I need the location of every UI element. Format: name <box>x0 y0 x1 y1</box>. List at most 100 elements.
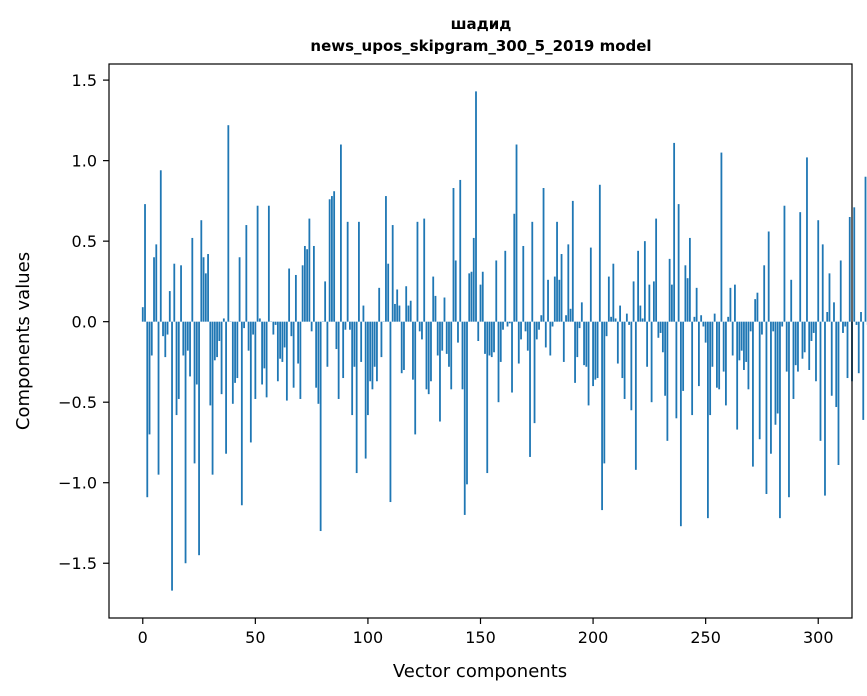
bar <box>470 271 473 322</box>
bar <box>344 321 347 330</box>
bar <box>416 221 419 322</box>
bar <box>524 321 527 332</box>
bar <box>319 321 322 532</box>
bar <box>468 273 471 322</box>
bar <box>833 302 835 322</box>
bar <box>607 276 610 322</box>
bar <box>252 321 254 335</box>
bar <box>767 231 770 322</box>
bar <box>448 321 450 367</box>
bar <box>358 221 360 322</box>
bar <box>560 254 563 322</box>
bar <box>247 321 250 351</box>
bar <box>369 321 372 382</box>
bar <box>508 321 511 324</box>
bar <box>792 321 795 399</box>
bar <box>702 321 705 327</box>
bar <box>317 321 320 404</box>
bar <box>538 321 540 330</box>
bar <box>725 321 727 406</box>
bar <box>457 321 459 343</box>
bar <box>306 249 309 322</box>
bar <box>761 321 763 335</box>
bar <box>294 274 297 322</box>
bar <box>765 321 768 494</box>
bar <box>531 221 534 322</box>
bar <box>290 321 293 337</box>
bar <box>355 321 358 474</box>
bar <box>303 245 306 322</box>
bar <box>389 321 392 503</box>
bar <box>774 321 777 425</box>
bar <box>601 321 603 511</box>
bar <box>603 321 606 464</box>
bar <box>648 284 651 322</box>
bar <box>220 321 223 395</box>
bar <box>443 297 446 322</box>
bar <box>754 299 757 322</box>
bar <box>218 321 221 341</box>
bar <box>630 321 633 411</box>
bar <box>324 281 327 322</box>
bar <box>785 321 788 372</box>
bar <box>535 321 538 340</box>
bar <box>441 321 444 351</box>
bar <box>641 318 644 322</box>
bar <box>571 200 574 322</box>
bar <box>821 244 824 322</box>
bar <box>677 204 680 322</box>
bar <box>184 321 187 564</box>
bar <box>637 250 640 322</box>
bar <box>788 321 790 498</box>
y-tick-label: −1.5 <box>58 554 97 573</box>
bar <box>565 315 567 322</box>
bar <box>594 321 597 380</box>
bar <box>258 318 261 322</box>
bar <box>592 321 594 387</box>
bar <box>175 321 178 416</box>
bar <box>297 321 300 364</box>
bar <box>808 321 811 370</box>
bar <box>659 321 662 333</box>
bar <box>738 321 741 361</box>
bar <box>817 220 820 322</box>
bar <box>463 321 466 515</box>
bar <box>207 254 209 322</box>
bar <box>267 205 270 322</box>
bar <box>378 287 381 322</box>
bar <box>596 321 599 379</box>
bar <box>578 321 581 329</box>
bar <box>398 305 401 322</box>
bar <box>589 247 592 322</box>
bar <box>310 321 313 332</box>
bar <box>513 213 516 322</box>
bar <box>288 268 291 322</box>
bar <box>180 265 182 322</box>
chart-subtitle: news_upos_skipgram_300_5_2019 model <box>310 37 651 55</box>
bar <box>407 305 410 322</box>
bar <box>430 321 432 382</box>
bar <box>450 321 453 390</box>
bar <box>495 260 498 322</box>
bar <box>216 321 218 358</box>
bar <box>488 321 491 356</box>
bar <box>862 321 865 420</box>
bar <box>610 316 612 322</box>
bar <box>144 204 146 322</box>
bar <box>504 250 507 322</box>
bar <box>421 321 423 340</box>
x-tick-label: 250 <box>690 628 721 647</box>
bar <box>720 152 723 322</box>
bar <box>249 321 252 443</box>
bar <box>828 273 831 322</box>
bar <box>707 321 709 519</box>
bar <box>684 265 687 322</box>
bar <box>864 176 867 322</box>
bar <box>661 321 664 353</box>
bar <box>587 321 590 406</box>
bar <box>308 218 311 322</box>
bar <box>734 284 736 322</box>
bar <box>493 321 495 353</box>
bar <box>333 191 336 322</box>
bar <box>857 321 860 374</box>
